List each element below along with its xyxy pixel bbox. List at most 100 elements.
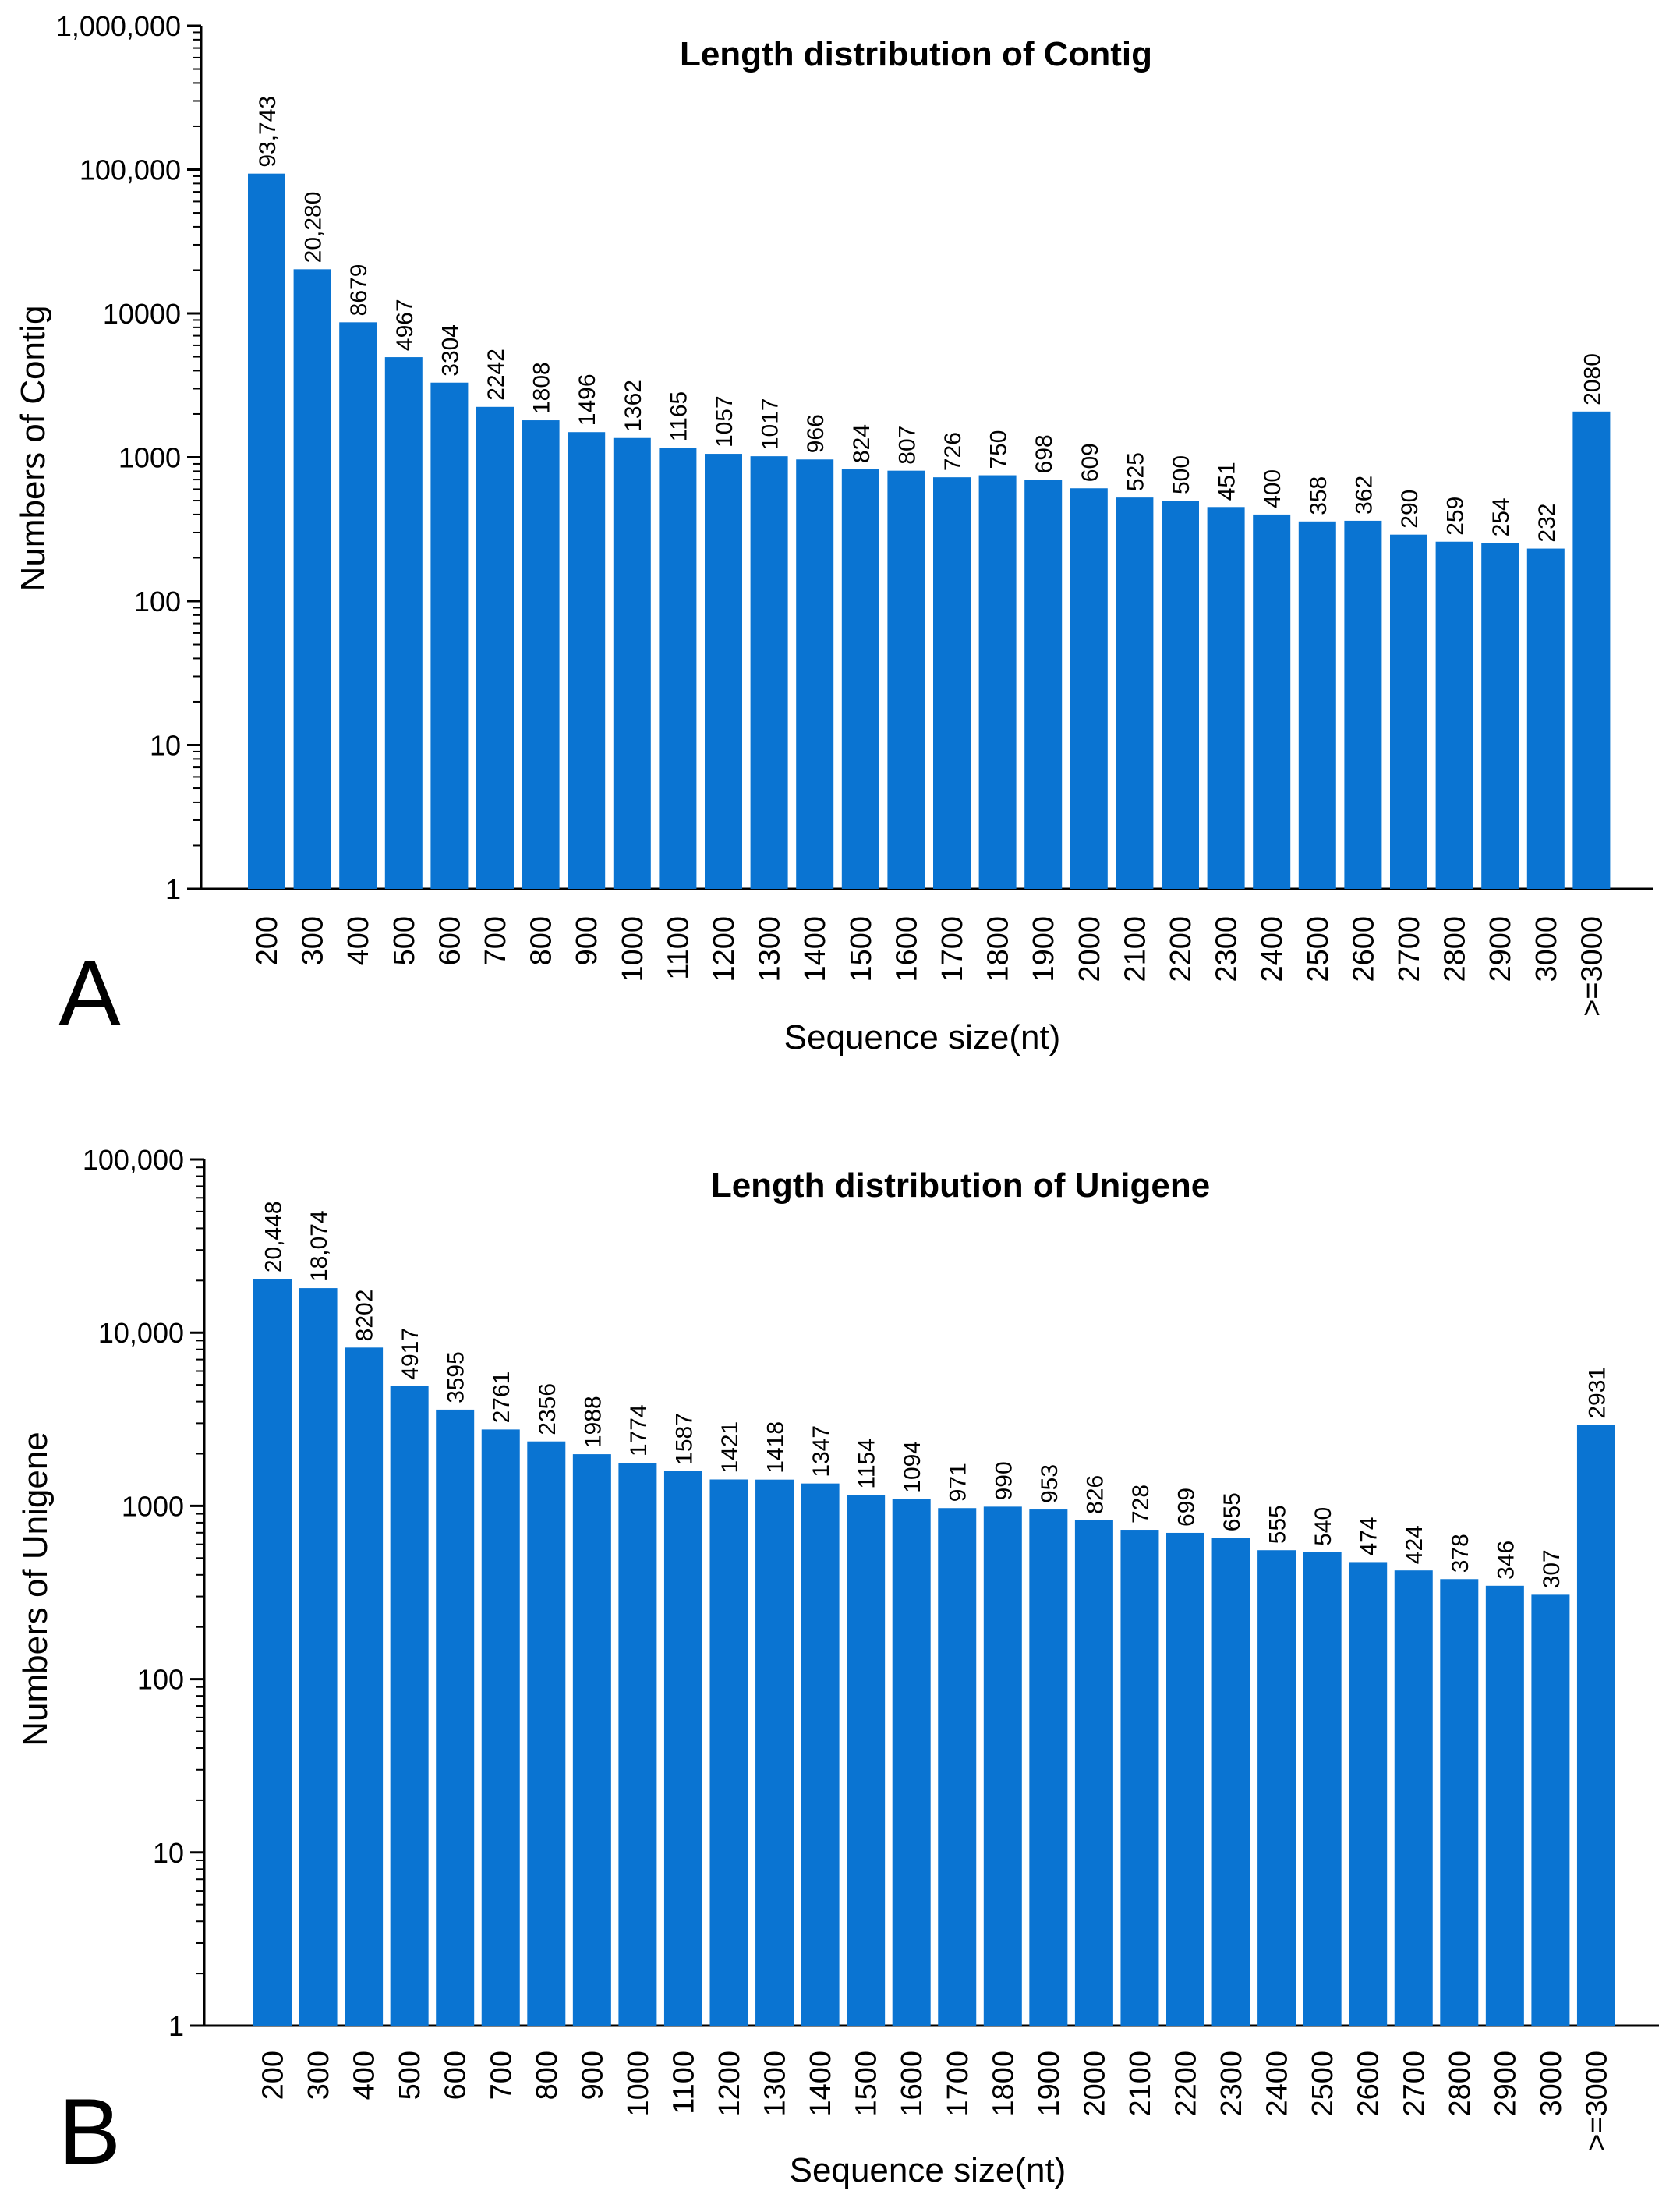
bar	[568, 432, 606, 889]
data-label: 259	[1443, 497, 1469, 536]
x-tick-label: 1600	[896, 2051, 928, 2117]
data-label: 1017	[758, 398, 783, 450]
panel-letter: A	[58, 941, 121, 1046]
data-label: 728	[1128, 1485, 1154, 1524]
x-tick-label: 800	[531, 2051, 564, 2100]
x-tick-label: 1100	[667, 2051, 700, 2115]
bar	[1344, 520, 1382, 889]
chart-contig: 1 10 100 1000 10000 100,000 1,000,000 93,743 200…	[14, 10, 1653, 1056]
x-tick-label: 1500	[845, 916, 878, 982]
chart-title: Length distribution of Unigene	[711, 1166, 1210, 1205]
bar	[248, 173, 285, 890]
y-axis-label: Numbers of Unigene	[16, 1432, 55, 1747]
bar	[1440, 1579, 1479, 2026]
bar	[659, 448, 697, 889]
y-tick-label: 100,000	[80, 154, 181, 186]
bar	[613, 437, 651, 889]
bar	[572, 1454, 611, 2026]
data-label: 1774	[626, 1404, 652, 1456]
data-label: 525	[1123, 452, 1148, 491]
bar	[978, 475, 1017, 889]
x-tick-label: 300	[302, 2051, 335, 2100]
x-tick-label: 2600	[1353, 2051, 1385, 2117]
x-tick-label: 2700	[1398, 2051, 1431, 2117]
bar	[705, 454, 742, 889]
x-axis-label: Sequence size(nt)	[790, 2151, 1066, 2189]
x-tick-label: 1000	[617, 916, 649, 982]
data-label: 1347	[808, 1425, 834, 1478]
data-label: 93,743	[255, 96, 281, 168]
x-tick-label: 500	[388, 916, 421, 965]
bar	[663, 1471, 702, 2026]
bar	[1481, 543, 1519, 889]
bar	[847, 1495, 886, 2026]
x-tick-label: 2200	[1170, 2051, 1203, 2117]
x-tick-label: 1700	[942, 2051, 974, 2117]
panel-letter: B	[58, 2079, 121, 2184]
bar	[1526, 548, 1565, 889]
bar	[299, 1288, 338, 2026]
bar	[436, 1409, 475, 2026]
x-tick-label: 1500	[851, 2051, 883, 2117]
x-tick-label: 2800	[1444, 2051, 1477, 2117]
y-axis-label: Numbers of Contig	[14, 306, 52, 592]
data-label: 2242	[483, 349, 509, 401]
data-label: 8202	[352, 1290, 378, 1342]
data-label: 20,448	[261, 1201, 287, 1272]
data-label: 500	[1169, 455, 1194, 494]
y-tick-label: 100	[134, 586, 181, 618]
bar	[755, 1479, 794, 2026]
x-tick-label: 2600	[1347, 916, 1380, 982]
y-tick-label: 10,000	[98, 1317, 184, 1349]
x-tick-label: 1700	[936, 916, 969, 982]
x-tick-label: 2200	[1165, 916, 1197, 982]
x-tick-label: 700	[479, 916, 512, 965]
bar	[938, 1508, 977, 2026]
x-axis-label: Sequence size(nt)	[784, 1018, 1061, 1056]
bar	[983, 1506, 1022, 2026]
x-tick-label: 1600	[890, 916, 923, 982]
data-label: 699	[1174, 1488, 1200, 1527]
bar	[1166, 1532, 1204, 2026]
x-tick-label: 1200	[708, 916, 741, 982]
data-label: 966	[803, 414, 829, 453]
x-tick-label: 2500	[1307, 2051, 1339, 2117]
bar	[1572, 411, 1611, 889]
bar	[1257, 1550, 1296, 2026]
bar	[1435, 541, 1473, 889]
data-label: 358	[1306, 476, 1332, 515]
bar	[1531, 1594, 1570, 2026]
bar	[892, 1499, 931, 2026]
x-tick-label: 1900	[1033, 2051, 1066, 2117]
data-label: 3595	[444, 1351, 469, 1403]
data-label: 254	[1488, 497, 1514, 536]
y-tick-label: 1	[165, 873, 181, 905]
data-label: 290	[1397, 490, 1423, 529]
data-label: 362	[1351, 476, 1377, 515]
bar	[1074, 1520, 1113, 2026]
bar	[390, 1386, 429, 2026]
data-label: 824	[849, 424, 875, 463]
bar	[527, 1441, 566, 2026]
y-tick-label: 100	[137, 1664, 184, 1696]
bar	[345, 1347, 384, 2026]
bar	[384, 357, 423, 889]
bar	[1207, 507, 1245, 889]
x-tick-label: 1200	[713, 2051, 746, 2117]
bar	[1029, 1509, 1068, 2026]
bar	[1298, 521, 1336, 889]
bar	[522, 420, 560, 889]
data-label: 826	[1082, 1475, 1108, 1514]
data-label: 2931	[1584, 1367, 1610, 1419]
x-tick-label: 1300	[754, 916, 787, 982]
x-tick-label: 2900	[1484, 916, 1517, 982]
y-tick-label: 1000	[122, 1490, 184, 1522]
x-tick-label: 1300	[759, 2051, 792, 2117]
bar	[430, 382, 469, 889]
bar	[1576, 1425, 1615, 2026]
data-label: 4917	[398, 1328, 423, 1380]
x-tick-label: 3000	[1535, 2051, 1568, 2117]
y-tick-label: 10	[153, 1837, 184, 1869]
data-label: 990	[991, 1461, 1017, 1500]
